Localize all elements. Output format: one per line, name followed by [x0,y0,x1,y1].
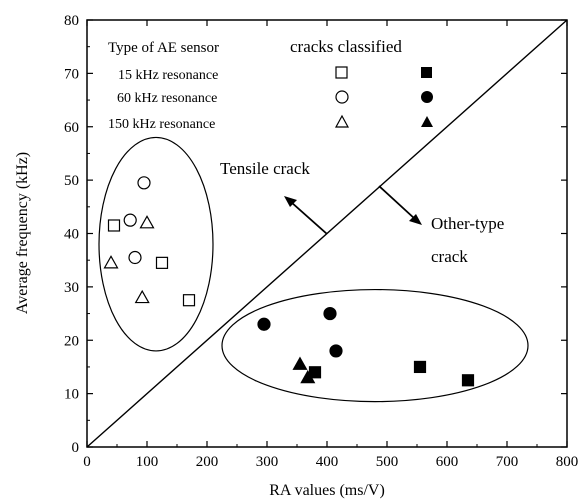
y-tick-label: 60 [64,120,79,136]
point-filled-circle [323,306,337,321]
legend-marker-square-filled [421,67,432,78]
point-filled-circle [257,317,271,331]
other-type-arrow [378,185,416,220]
point-filled-square [413,360,427,374]
other-type-arrowhead [409,214,422,225]
y-tick-label: 0 [72,440,80,456]
point-filled-square [308,366,322,379]
tensile-arrowhead [284,196,297,207]
y-tick-label: 20 [64,333,79,349]
point-open-square [155,256,169,269]
legend-label-15khz: 15 kHz resonance [118,68,218,83]
x-axis-title: RA values (ms/V) [269,482,385,499]
point-filled-circle [329,344,343,358]
point-filled-triangle [292,356,308,370]
y-axis-title: Average frequency (kHz) [14,152,31,314]
x-tick-label: 400 [316,454,339,470]
group-ellipse-1 [98,136,214,352]
ticks-layer: 0 100 200 300 400 500 600 700 800 0 10 20 30 40 50 60 70… [64,13,578,470]
point-open-triangle [134,289,150,304]
y-tick-label: 30 [64,280,79,296]
legend-marker-square-open [335,66,348,79]
x-tick-label: 300 [256,454,279,470]
points-layer [103,176,475,387]
point-open-square [182,294,196,307]
point-open-circle [123,213,137,227]
legend-header-cracks: cracks classified [290,37,402,56]
x-tick-label: 0 [83,454,91,470]
x-tick-label: 200 [196,454,219,470]
y-tick-label: 10 [64,387,79,403]
point-open-circle [137,176,151,190]
x-tick-label: 100 [136,454,159,470]
y-tick-label: 80 [64,13,79,29]
point-open-triangle [103,255,119,269]
tensile-arrow [290,201,328,235]
legend-marker-circle-open [335,90,349,104]
point-open-square [107,219,121,232]
legend-marker-triangle-open [334,114,350,128]
x-tick-label: 700 [496,454,519,470]
diagonal-line [86,19,568,448]
group-ellipse-2 [221,288,529,403]
annotation-tensile-crack: Tensile crack [220,159,310,178]
overlay-layer [86,19,568,448]
point-filled-square [461,374,475,387]
point-filled-triangle [300,369,316,384]
legend-label-150khz: 150 kHz resonance [108,117,215,132]
x-tick-label: 800 [556,454,579,470]
y-tick-label: 50 [64,173,79,189]
legend-header-sensor: Type of AE sensor [108,40,219,56]
legend-label-60khz: 60 kHz resonance [117,91,217,106]
x-tick-label: 500 [376,454,399,470]
legend-marker-triangle-filled [421,116,433,127]
point-open-circle [128,250,142,265]
annotation-other-type-line1: Other-type [431,214,504,233]
y-tick-label: 70 [64,66,79,82]
legend-marker-circle-filled [421,91,433,103]
x-tick-label: 600 [436,454,459,470]
y-tick-label: 40 [64,227,79,243]
annotation-other-type-line2: crack [431,247,468,266]
point-open-triangle [139,215,155,229]
